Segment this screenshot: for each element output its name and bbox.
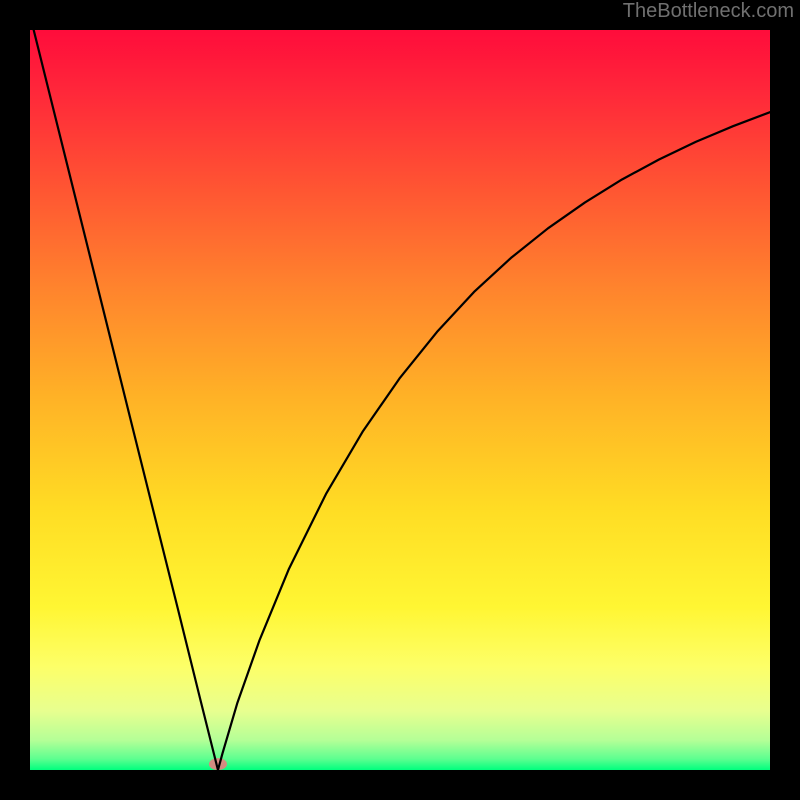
bottleneck-chart	[0, 0, 800, 800]
plot-background	[30, 30, 770, 770]
watermark-label: TheBottleneck.com	[623, 0, 794, 23]
chart-container: TheBottleneck.com	[0, 0, 800, 800]
